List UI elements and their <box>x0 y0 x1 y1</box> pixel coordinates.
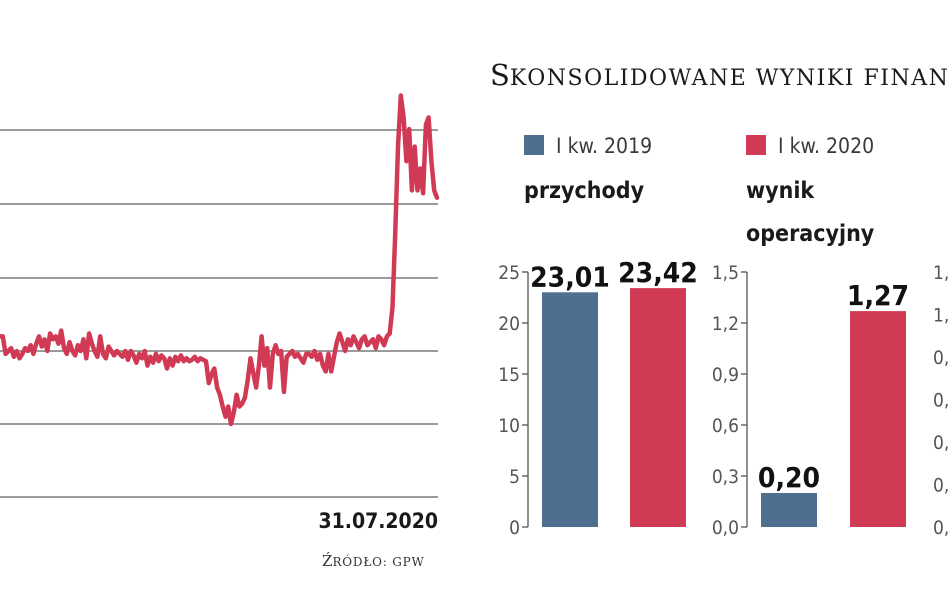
right-axis-tick-label-3: 0, <box>933 390 948 412</box>
bar-chart-2-bar-1 <box>850 311 906 527</box>
operating-result-bar-chart: 0,0 0,3 0,6 0,9 1,2 1,5 0,20 1,27 <box>712 262 909 539</box>
line-chart-end-date: 31.07.2020 <box>318 509 438 533</box>
legend-label-2020: I kw. 2020 <box>778 134 874 158</box>
bar-chart-1-tick-label-1: 5 <box>509 466 520 488</box>
header-title-rest: KONSOLIDOWANE WYNIKI FINAN <box>510 66 948 91</box>
source-note-initial: Ź <box>322 552 332 570</box>
bar-chart-1-tick-label-4: 20 <box>498 313 520 335</box>
operating-chart-title-line2: operacyjny <box>746 221 875 247</box>
legend-swatch-2020 <box>746 135 766 155</box>
bar-chart-2-value-label-0: 0,20 <box>758 461 820 494</box>
partial-right-axis: 0, 0, 0, 0, 0, 1, 1, <box>933 262 948 539</box>
legend-label-2019: I kw. 2019 <box>556 134 652 158</box>
right-axis-tick-label-4: 0, <box>933 347 948 369</box>
revenue-bar-chart: 0 5 10 15 20 25 23,01 23,42 <box>498 256 698 539</box>
bar-chart-2-value-label-1: 1,27 <box>847 279 909 312</box>
header-title: SKONSOLIDOWANE WYNIKI FINAN <box>490 58 948 92</box>
header-title-initial: S <box>490 58 510 92</box>
bar-chart-1-bar-0 <box>542 292 598 527</box>
bar-chart-2-tick-label-5: 1,5 <box>712 262 739 284</box>
right-axis-tick-label-5: 1, <box>933 305 948 327</box>
bar-chart-1-tick-label-5: 25 <box>498 262 520 284</box>
source-note-rest: RÓDŁO: GPW <box>332 553 424 569</box>
right-axis-tick-label-0: 0, <box>933 517 948 539</box>
bar-chart-2-tick-label-3: 0,9 <box>712 364 739 386</box>
revenue-chart-title: przychody <box>524 178 645 204</box>
stock-price-line-chart: 31.07.2020 <box>0 93 440 533</box>
right-axis-tick-label-6: 1, <box>933 262 948 284</box>
bar-chart-1-tick-label-3: 15 <box>498 364 520 386</box>
bar-chart-1-bar-1 <box>630 288 686 527</box>
bar-chart-2-tick-label-0: 0,0 <box>712 517 739 539</box>
legend-swatch-2019 <box>524 135 544 155</box>
right-axis-tick-label-1: 0, <box>933 475 948 497</box>
bar-chart-1-tick-label-0: 0 <box>509 517 520 539</box>
line-chart-grid <box>0 129 438 498</box>
source-note: ŹRÓDŁO: GPW <box>322 552 425 570</box>
bar-chart-1-value-label-0: 23,01 <box>530 260 610 293</box>
right-axis-tick-label-2: 0, <box>933 432 948 454</box>
operating-chart-title-line1: wynik <box>746 178 815 204</box>
bar-chart-1-value-label-1: 23,42 <box>618 256 698 289</box>
price-series-line <box>0 93 440 427</box>
bar-chart-2-bar-0 <box>761 493 817 527</box>
bar-chart-2-tick-label-4: 1,2 <box>712 313 739 335</box>
legend: I kw. 2019 I kw. 2020 <box>524 134 874 158</box>
bar-chart-2-tick-label-2: 0,6 <box>712 415 739 437</box>
bar-chart-2-tick-label-1: 0,3 <box>712 466 739 488</box>
bar-chart-1-tick-label-2: 10 <box>498 415 520 437</box>
